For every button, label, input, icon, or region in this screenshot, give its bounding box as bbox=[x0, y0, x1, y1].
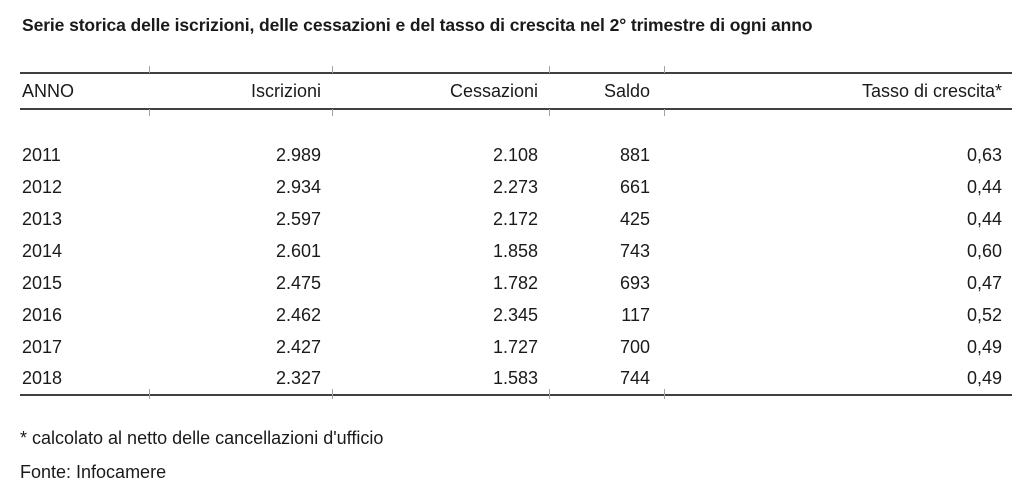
table-row: 2016 2.462 2.345 117 0,52 bbox=[20, 299, 1012, 331]
cell-saldo: 425 bbox=[619, 208, 650, 229]
cell-anno: 2016 bbox=[22, 304, 63, 325]
cell-saldo: 693 bbox=[619, 272, 650, 293]
time-series-table: ANNO Iscrizioni Cessazioni Saldo Tasso d… bbox=[20, 67, 1012, 399]
cell-cessazioni: 2.172 bbox=[492, 208, 538, 229]
cell-saldo: 881 bbox=[619, 144, 650, 165]
cell-cessazioni: 2.108 bbox=[492, 144, 538, 165]
cell-cessazioni: 2.345 bbox=[492, 304, 538, 325]
cell-saldo: 661 bbox=[619, 176, 650, 197]
spacer-row bbox=[20, 109, 1012, 139]
cell-tasso: 0,47 bbox=[966, 272, 1002, 293]
cell-iscrizioni: 2.327 bbox=[149, 363, 333, 399]
column-header-tasso: Tasso di crescita* bbox=[664, 67, 1012, 117]
column-header-iscrizioni: Iscrizioni bbox=[149, 67, 333, 117]
table-row: 2012 2.934 2.273 661 0,44 bbox=[20, 171, 1012, 203]
cell-iscrizioni: 2.597 bbox=[275, 208, 321, 229]
footnote-source: Fonte: Infocamere bbox=[20, 462, 167, 482]
table-row: 2015 2.475 1.782 693 0,47 bbox=[20, 267, 1012, 299]
cell-iscrizioni: 2.601 bbox=[275, 240, 321, 261]
table-row: 2014 2.601 1.858 743 0,60 bbox=[20, 235, 1012, 267]
cell-cessazioni: 1.858 bbox=[492, 240, 538, 261]
cell-cessazioni: 2.273 bbox=[492, 176, 538, 197]
cell-anno: 2015 bbox=[22, 272, 63, 293]
footnotes: * calcolato al netto delle cancellazioni… bbox=[20, 428, 1024, 483]
cell-anno: 2011 bbox=[22, 144, 61, 165]
table-row: 2013 2.597 2.172 425 0,44 bbox=[20, 203, 1012, 235]
table-row: 2018 2.327 1.583 744 0,49 bbox=[20, 363, 1012, 399]
cell-tasso: 0,49 bbox=[966, 336, 1002, 357]
cell-iscrizioni: 2.934 bbox=[275, 176, 321, 197]
cell-cessazioni: 1.583 bbox=[332, 363, 550, 399]
table-header-row: ANNO Iscrizioni Cessazioni Saldo Tasso d… bbox=[20, 67, 1012, 117]
cell-tasso: 0,44 bbox=[966, 208, 1002, 229]
column-header-saldo: Saldo bbox=[549, 67, 665, 117]
cell-tasso: 0,49 bbox=[664, 363, 1012, 399]
cell-saldo: 743 bbox=[619, 240, 650, 261]
footnote-asterisk: * calcolato al netto delle cancellazioni… bbox=[20, 428, 384, 448]
cell-tasso: 0,52 bbox=[966, 304, 1002, 325]
cell-tasso: 0,63 bbox=[966, 144, 1002, 165]
cell-tasso: 0,44 bbox=[966, 176, 1002, 197]
cell-iscrizioni: 2.475 bbox=[275, 272, 321, 293]
page-title: Serie storica delle iscrizioni, delle ce… bbox=[22, 15, 813, 35]
cell-iscrizioni: 2.989 bbox=[275, 144, 321, 165]
cell-anno: 2013 bbox=[22, 208, 63, 229]
cell-iscrizioni: 2.427 bbox=[275, 336, 321, 357]
cell-anno: 2014 bbox=[22, 240, 63, 261]
cell-tasso: 0,60 bbox=[966, 240, 1002, 261]
cell-anno: 2017 bbox=[22, 336, 63, 357]
column-header-anno: ANNO bbox=[20, 72, 150, 110]
report-page: Serie storica delle iscrizioni, delle ce… bbox=[20, 15, 1024, 483]
column-header-cessazioni: Cessazioni bbox=[332, 67, 550, 117]
table-row: 2011 2.989 2.108 881 0,63 bbox=[20, 139, 1012, 171]
cell-anno: 2018 bbox=[20, 363, 150, 396]
cell-anno: 2012 bbox=[22, 176, 63, 197]
cell-iscrizioni: 2.462 bbox=[275, 304, 321, 325]
spacer-cell bbox=[20, 109, 1012, 139]
cell-cessazioni: 1.782 bbox=[492, 272, 538, 293]
cell-saldo: 117 bbox=[621, 304, 650, 325]
table-row: 2017 2.427 1.727 700 0,49 bbox=[20, 331, 1012, 363]
cell-cessazioni: 1.727 bbox=[492, 336, 538, 357]
cell-saldo: 700 bbox=[619, 336, 650, 357]
cell-saldo: 744 bbox=[549, 363, 665, 399]
